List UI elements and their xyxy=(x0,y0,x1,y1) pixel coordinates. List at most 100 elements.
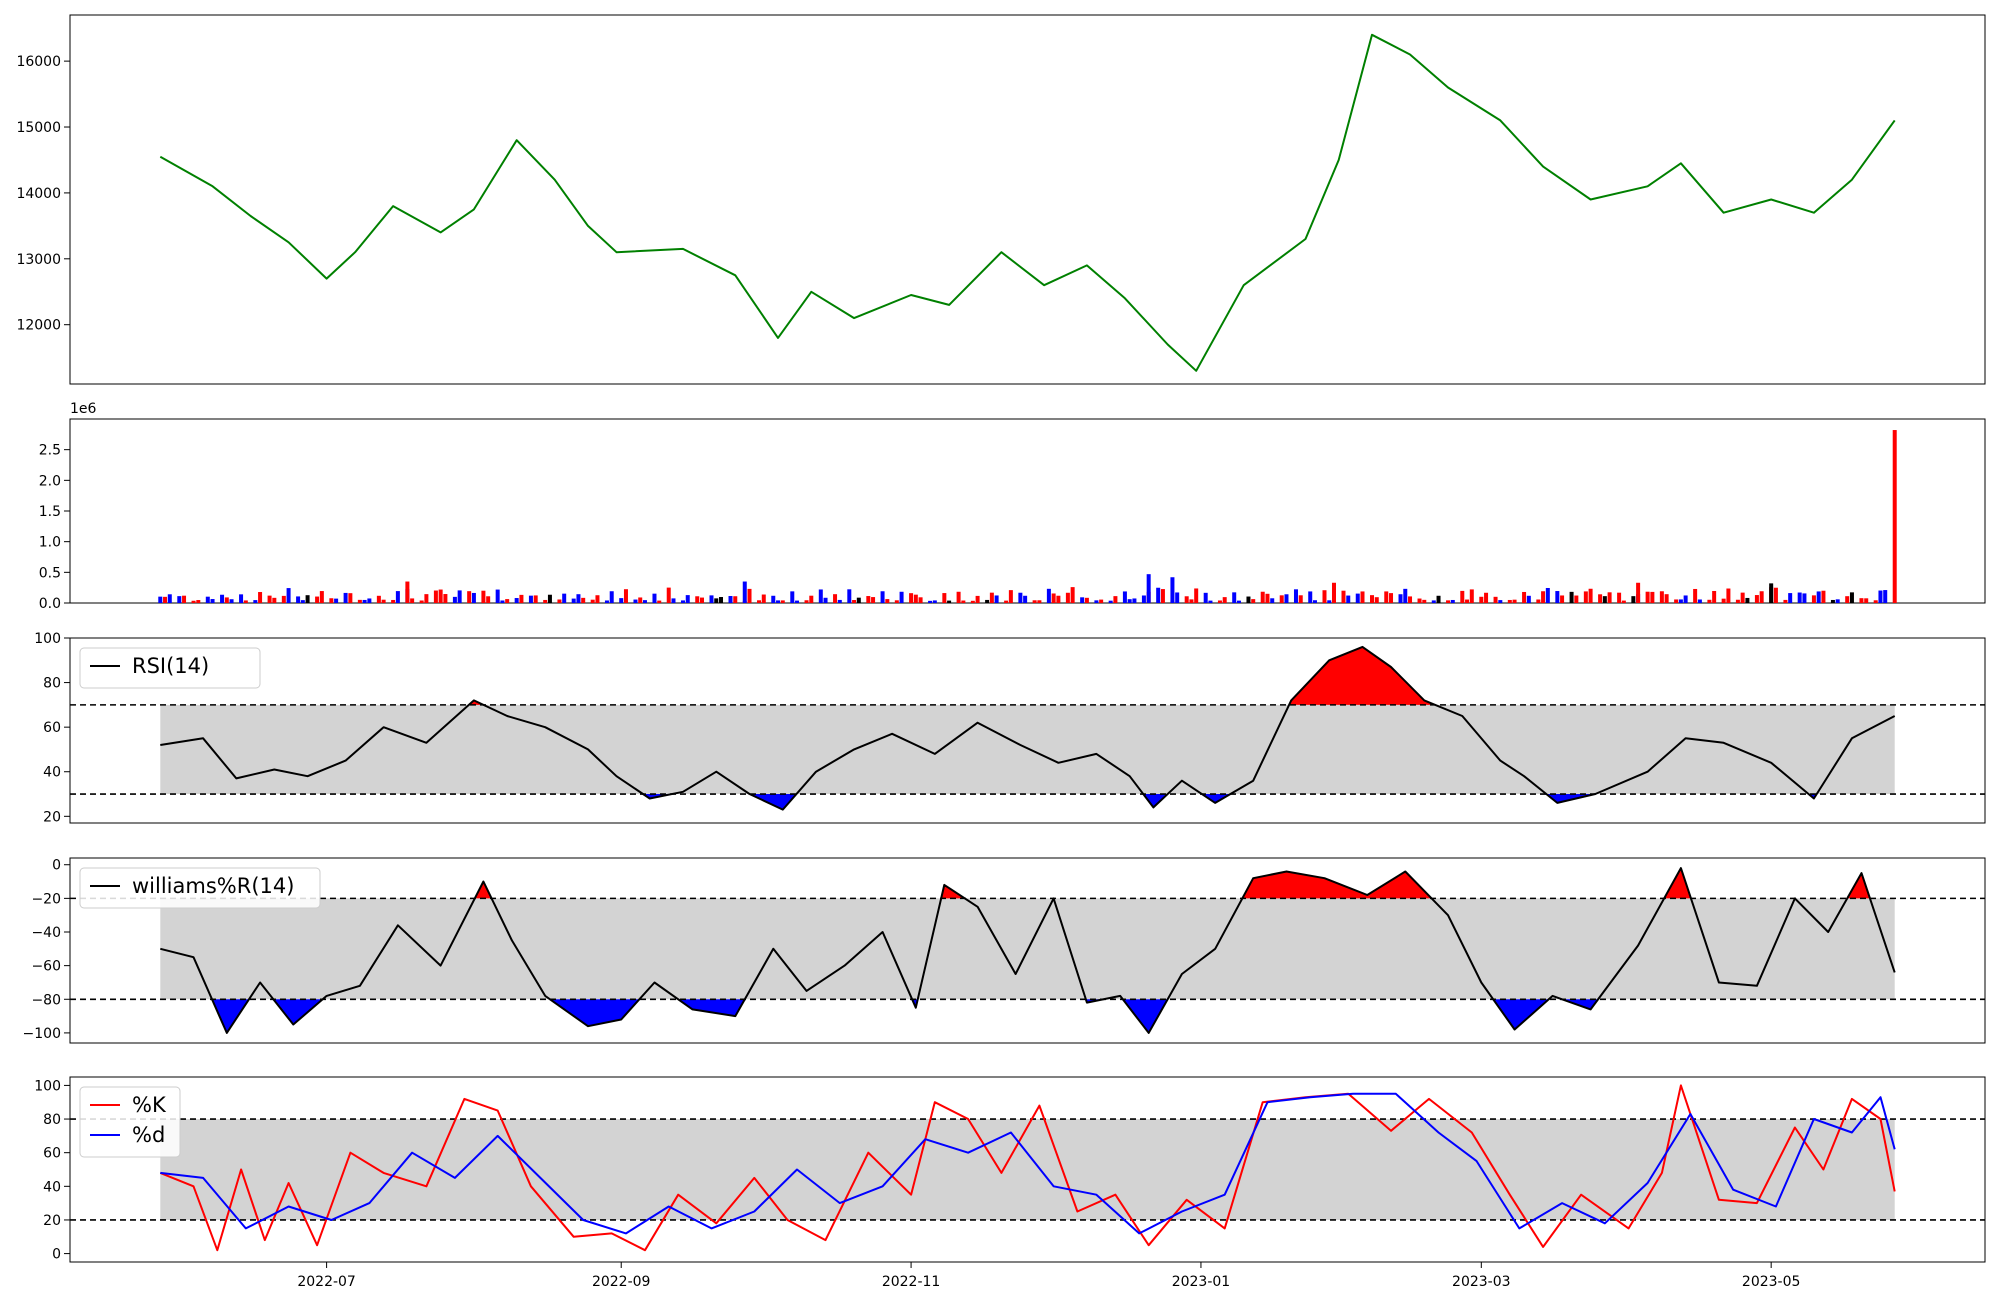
volume-bar xyxy=(795,600,800,603)
volume-bar xyxy=(913,594,918,603)
indicator-line xyxy=(160,645,1896,811)
volume-bar xyxy=(1008,590,1013,603)
volume-bar xyxy=(747,588,752,603)
volume-bar xyxy=(899,591,904,603)
volume-bar xyxy=(590,599,595,603)
volume-bar xyxy=(1526,595,1531,603)
volume-bar xyxy=(1693,588,1698,603)
volume-bar xyxy=(970,600,975,603)
oversold-fill xyxy=(678,999,745,1017)
williams-r-panel: −100 −80 −60 −40 −20 0 williams%R(14) xyxy=(23,857,1986,1044)
volume-bar xyxy=(776,600,781,603)
volume-bar xyxy=(1122,591,1127,603)
volume-bar xyxy=(443,594,448,603)
volume-bar xyxy=(424,594,429,603)
volume-bar xyxy=(1745,597,1750,603)
y-tick-label: −60 xyxy=(31,959,61,975)
volume-bar xyxy=(543,599,548,603)
volume-bar xyxy=(1360,591,1365,603)
volume-bar xyxy=(514,598,519,603)
volume-bar xyxy=(1156,587,1161,603)
volume-bar xyxy=(1408,596,1413,603)
volume-bar xyxy=(1484,592,1489,603)
y-tick-label: 80 xyxy=(43,676,61,692)
volume-bar xyxy=(1569,591,1574,603)
volume-bar xyxy=(1279,595,1284,603)
volume-bar xyxy=(1864,598,1869,603)
volume-bar xyxy=(719,597,724,603)
volume-bar xyxy=(495,589,500,603)
volume-bar xyxy=(847,589,852,603)
volume-bar xyxy=(804,600,809,603)
y-tick-label: −20 xyxy=(31,891,61,907)
volume-bar xyxy=(1189,599,1194,603)
volume-bar xyxy=(1754,595,1759,603)
volume-bar xyxy=(1617,592,1622,603)
stochastic-panel: 0 20 40 60 80 100 %K %d xyxy=(34,1076,1986,1263)
volume-bar xyxy=(224,597,229,603)
volume-bar xyxy=(376,595,381,603)
volume-bar xyxy=(457,590,462,603)
volume-bar xyxy=(1645,591,1650,603)
volume-bar xyxy=(229,599,234,603)
volume-bar xyxy=(1422,599,1427,603)
volume-bar xyxy=(1018,592,1023,603)
volume-bar xyxy=(1398,594,1403,603)
y-tick-label: 15000 xyxy=(16,120,61,136)
x-tick-label: 2022-09 xyxy=(592,1274,651,1290)
legend-label: williams%R(14) xyxy=(132,874,294,898)
volume-bar xyxy=(994,595,999,603)
volume-bar xyxy=(419,600,424,603)
volume-bar xyxy=(633,599,638,603)
volume-bar xyxy=(315,596,320,603)
y-tick-label: −80 xyxy=(31,992,61,1008)
volume-bar xyxy=(975,595,980,603)
x-tick-label: 2023-03 xyxy=(1452,1274,1511,1290)
volume-bar xyxy=(1170,577,1175,603)
volume-bar xyxy=(1331,582,1336,603)
volume-bar xyxy=(642,600,647,603)
volume-bar xyxy=(357,599,362,603)
y-tick-label: 0.0 xyxy=(39,596,61,612)
volume-bar xyxy=(1051,593,1056,603)
oversold-fill xyxy=(212,999,249,1033)
volume-bar xyxy=(519,594,524,603)
volume-bar xyxy=(695,596,700,603)
volume-bar xyxy=(1892,430,1897,603)
legend-box xyxy=(79,867,321,909)
volume-bar xyxy=(471,592,476,603)
x-axis: 2022-07 2022-09 2022-11 2023-01 2023-03 2023-… xyxy=(297,1262,1800,1290)
volume-bar xyxy=(809,595,814,603)
y-tick-label: 14000 xyxy=(16,186,61,202)
volume-bar xyxy=(1208,600,1213,603)
volume-bar xyxy=(1845,596,1850,603)
volume-bar xyxy=(1674,599,1679,603)
plot-frame xyxy=(69,637,1986,824)
volume-bar xyxy=(680,600,685,603)
volume-bar xyxy=(595,595,600,603)
volume-bar xyxy=(871,597,876,603)
volume-bar xyxy=(961,600,966,603)
series-line xyxy=(160,1092,1896,1235)
volume-bar xyxy=(1560,595,1565,603)
volume-bar xyxy=(1094,600,1099,603)
volume-bar xyxy=(1374,597,1379,603)
volume-bar xyxy=(1293,589,1298,603)
volume-bar xyxy=(467,591,472,603)
volume-bar xyxy=(500,600,505,603)
volume-bar xyxy=(1873,600,1878,603)
volume-bar xyxy=(942,593,947,603)
threshold-band xyxy=(160,1119,1895,1220)
volume-bar xyxy=(1469,589,1474,603)
volume-bar xyxy=(576,594,581,603)
volume-bar xyxy=(286,588,291,603)
volume-bar xyxy=(932,600,937,603)
oversold-fill xyxy=(1201,794,1231,803)
volume-bar xyxy=(163,596,168,603)
volume-bar xyxy=(1479,596,1484,603)
volume-bar xyxy=(581,597,586,603)
y-tick-label: 16000 xyxy=(16,54,61,70)
volume-bar xyxy=(486,596,491,603)
volume-bar xyxy=(381,599,386,603)
overbought-fill xyxy=(1289,646,1436,705)
